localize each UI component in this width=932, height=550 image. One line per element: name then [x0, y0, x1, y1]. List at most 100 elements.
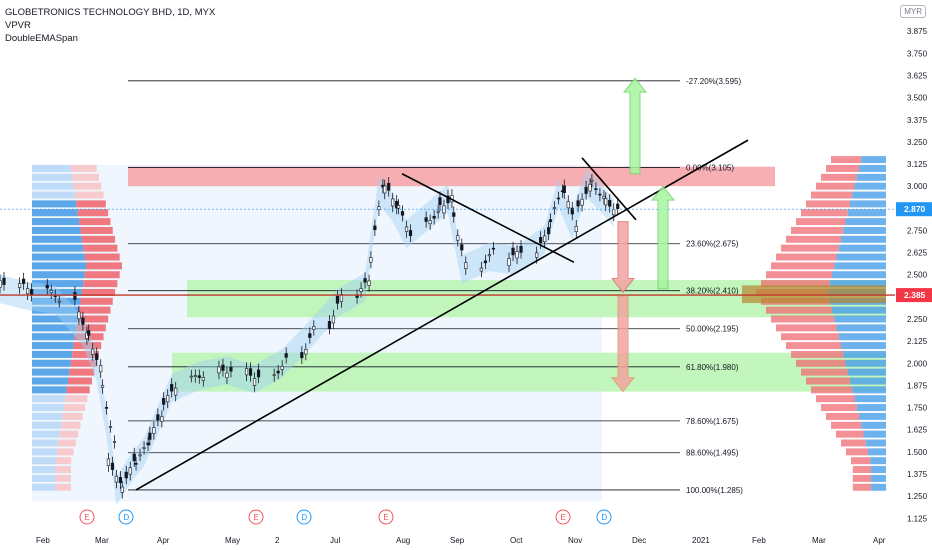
candle: [87, 330, 91, 336]
volume-profile-bar: [32, 466, 56, 474]
fib-label: 23.60%(2.675): [686, 240, 739, 249]
candle: [566, 201, 570, 209]
candle: [91, 348, 95, 355]
indicator-double-ema[interactable]: DoubleEMASpan: [5, 33, 78, 44]
candle: [312, 326, 316, 330]
volume-profile-bar: [841, 342, 886, 350]
volume-profile-bar: [72, 173, 99, 181]
volume-profile-bar: [32, 474, 56, 482]
volume-profile-bar: [55, 457, 72, 465]
candle: [95, 353, 99, 360]
volume-profile-bar: [847, 209, 886, 217]
volume-profile-bar: [68, 377, 92, 385]
price-tick-label: 3.750: [907, 49, 928, 58]
volume-profile-bar: [859, 164, 886, 172]
candle: [26, 288, 30, 295]
volume-profile-bar: [836, 324, 886, 332]
volume-profile-bar: [62, 412, 83, 420]
candle: [138, 454, 142, 457]
dividend-marker: [596, 509, 612, 525]
price-tick-label: 2.250: [907, 315, 928, 324]
volume-profile-bar: [86, 262, 122, 270]
volume-profile-bar: [66, 386, 90, 394]
volume-profile-bar: [63, 404, 86, 412]
volume-profile-bar: [83, 244, 118, 252]
candle: [331, 315, 336, 324]
candle: [604, 198, 608, 206]
candle: [438, 197, 442, 205]
candle: [284, 353, 288, 358]
candle: [612, 209, 616, 216]
candle: [225, 372, 229, 379]
volume-profile-bar: [32, 280, 84, 288]
candle: [128, 467, 132, 475]
volume-profile-bar: [852, 191, 886, 199]
volume-profile-bar: [32, 182, 74, 190]
price-label-text: 2.385: [904, 290, 926, 300]
volume-profile-bar: [854, 395, 886, 403]
volume-profile-bar: [859, 412, 886, 420]
time-tick-label: 2021: [692, 536, 710, 545]
fib-label: -27.20%(3.595): [686, 77, 741, 86]
candle: [0, 280, 2, 288]
candle: [49, 290, 53, 294]
volume-profile-bar: [65, 395, 88, 403]
candle: [156, 414, 160, 421]
candle: [106, 458, 111, 467]
volume-profile-bar: [836, 253, 886, 261]
trendline-resistance: [401, 173, 575, 264]
fib-label: 100.00%(1.285): [686, 486, 743, 495]
indicator-vpvr[interactable]: VPVR: [5, 20, 31, 31]
candle: [483, 260, 488, 264]
volume-profile-bar: [816, 395, 855, 403]
marker-label: D: [123, 513, 129, 522]
marker-label: D: [601, 513, 607, 522]
candle: [602, 196, 606, 199]
volume-profile-bar: [32, 368, 70, 376]
candle: [244, 368, 249, 376]
volume-profile-bar: [32, 421, 62, 429]
candle: [363, 278, 367, 283]
volume-profile-bar: [32, 324, 77, 332]
price-tick-label: 3.375: [907, 116, 928, 125]
volume-profile-bar: [32, 164, 71, 172]
volume-profile-bar: [843, 226, 886, 234]
candle: [148, 432, 152, 440]
candle: [460, 244, 464, 251]
candle: [142, 447, 146, 449]
poc-band: [742, 285, 886, 304]
volume-profile-bar: [32, 218, 80, 226]
candle: [166, 395, 170, 403]
price-tick-label: 1.500: [907, 448, 928, 457]
candle: [432, 215, 436, 219]
candle: [104, 407, 109, 409]
candle: [383, 185, 387, 194]
price-tick-label: 3.625: [907, 71, 928, 80]
candle: [373, 225, 377, 231]
candle: [2, 277, 6, 285]
candle: [400, 211, 405, 216]
volume-profile-bar: [32, 244, 84, 252]
volume-profile-bar: [32, 235, 82, 243]
volume-profile-bar: [32, 315, 78, 323]
candle: [73, 292, 77, 300]
candle: [616, 203, 620, 210]
time-tick-label: Nov: [568, 536, 582, 545]
target-arrow-down: [610, 295, 636, 393]
candle: [574, 225, 578, 233]
volume-profile-bar: [850, 200, 886, 208]
volume-profile-bar: [32, 395, 66, 403]
volume-profile-bar: [73, 182, 102, 190]
currency-badge[interactable]: MYR: [900, 5, 926, 18]
candle: [304, 349, 308, 355]
volume-profile-bar: [32, 288, 82, 296]
volume-profile-bar: [832, 306, 886, 314]
candle: [193, 375, 197, 377]
candle: [562, 185, 566, 193]
candle: [108, 426, 113, 428]
candle: [367, 280, 371, 286]
candle: [197, 375, 201, 378]
candle: [221, 364, 225, 371]
